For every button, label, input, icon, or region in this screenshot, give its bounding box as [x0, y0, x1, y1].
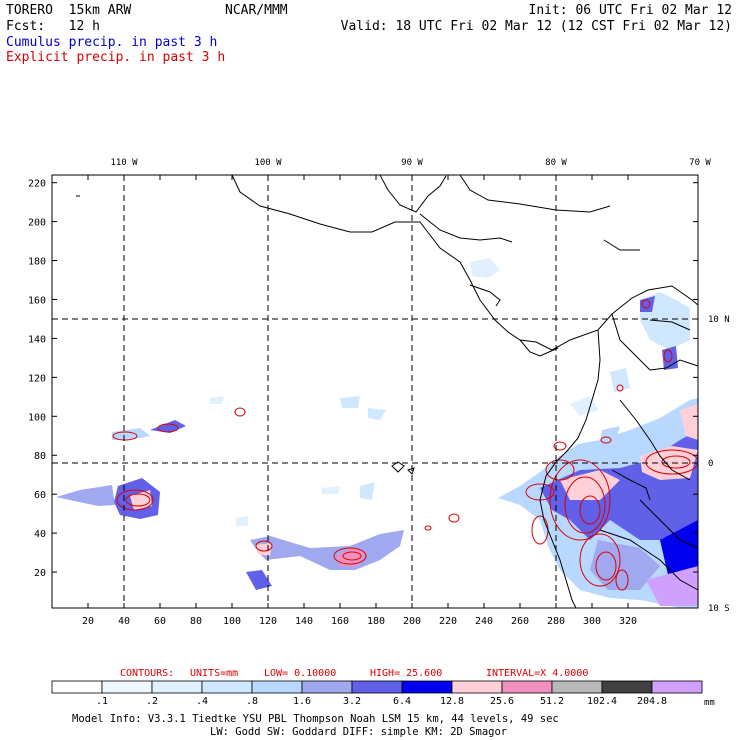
- x-tick-label: 280: [547, 616, 565, 627]
- contours-units: UNITS=mm: [190, 668, 238, 679]
- colorbar-label: 6.4: [393, 696, 411, 707]
- contours-low: LOW= 0.10000: [264, 668, 336, 679]
- colorbar-unit: mm: [704, 698, 715, 708]
- x-tick-label: 40: [118, 616, 130, 627]
- lon-label: 90 W: [401, 158, 423, 168]
- y-tick-label: 220: [28, 179, 46, 190]
- longitude-labels: 110 W 100 W 90 W 80 W 70 W: [110, 158, 711, 168]
- colorbar-swatch: [651, 680, 703, 694]
- valid-time: Valid: 18 UTC Fri 02 Mar 12 (12 CST Fri …: [340, 19, 732, 34]
- coastlines-borders: [76, 174, 699, 609]
- y-tick-label: 180: [28, 257, 46, 268]
- x-tick-label: 20: [82, 616, 94, 627]
- x-tick-label: 180: [367, 616, 385, 627]
- contours-high: HIGH= 25.600: [370, 668, 442, 679]
- x-tick-label: 240: [475, 616, 493, 627]
- y-tick-label: 80: [34, 451, 46, 462]
- explicit-precip-contours: [112, 299, 699, 591]
- colorbar-label: 102.4: [587, 696, 617, 707]
- colorbar-swatch: [451, 680, 503, 694]
- y-tick-label: 200: [28, 218, 46, 229]
- lon-label: 80 W: [545, 158, 567, 168]
- lon-label: 70 W: [689, 158, 711, 168]
- y-tick-label: 60: [34, 490, 46, 501]
- x-tick-label: 160: [331, 616, 349, 627]
- y-tick-label: 40: [34, 529, 46, 540]
- colorbar-label: 1.6: [293, 696, 311, 707]
- x-tick-label: 220: [439, 616, 457, 627]
- lat-label: 10 S: [708, 604, 730, 614]
- y-tick-label: 100: [28, 412, 46, 423]
- colorbar-label: 51.2: [540, 696, 564, 707]
- y-tick-label: 160: [28, 295, 46, 306]
- footer-model-info: Model Info: V3.3.1 Tiedtke YSU PBL Thomp…: [72, 713, 559, 725]
- lat-label: 0: [708, 459, 713, 469]
- colorbar-label: .4: [196, 696, 208, 707]
- latitude-labels: 10 N 0 10 S: [708, 315, 730, 614]
- x-tick-label: 200: [403, 616, 421, 627]
- organization: NCAR/MMM: [225, 3, 288, 18]
- x-tick-label: 80: [190, 616, 202, 627]
- x-tick-label: 60: [154, 616, 166, 627]
- colorbar: .1 .2 .4 .8 1.6 3.2 6.4 12.8 25.6 51.2 102.4 204.8: [51, 680, 703, 707]
- map-axes: 20 40 60 80 100 120 140 160 180 200 220 240 260 280 30…: [28, 174, 699, 627]
- colorbar-swatch: [601, 680, 653, 694]
- field-explicit-label: Explicit precip. in past 3 h: [6, 50, 226, 65]
- x-tick-label: 140: [295, 616, 313, 627]
- lon-label: 110 W: [110, 158, 138, 168]
- colorbar-label: .8: [246, 696, 258, 707]
- cumulus-precip-areas: [56, 258, 698, 608]
- contours-interval: INTERVAL=X 4.0000: [486, 668, 588, 679]
- colorbar-swatch: [101, 680, 153, 694]
- map-frame: [51, 174, 699, 609]
- x-tick-label: 260: [511, 616, 529, 627]
- contours-label: CONTOURS:: [120, 668, 174, 679]
- x-tick-label: 320: [619, 616, 637, 627]
- contours-info: CONTOURS: UNITS=mm LOW= 0.10000 HIGH= 25…: [120, 668, 588, 679]
- y-tick-label: 20: [34, 568, 46, 579]
- colorbar-label: .2: [146, 696, 158, 707]
- colorbar-swatch: [551, 680, 603, 694]
- x-tick-label: 300: [583, 616, 601, 627]
- footer-physics: LW: Godd SW: Goddard DIFF: simple KM: 2D…: [210, 726, 507, 738]
- y-tick-label: 140: [28, 334, 46, 345]
- colorbar-swatch: [51, 680, 103, 694]
- colorbar-swatch: [501, 680, 553, 694]
- lat-label: 10 N: [708, 315, 730, 325]
- colorbar-label: 3.2: [343, 696, 361, 707]
- colorbar-swatch: [151, 680, 203, 694]
- forecast-hour: Fcst: 12 h: [6, 19, 100, 34]
- colorbar-swatch: [251, 680, 303, 694]
- colorbar-label: .1: [96, 696, 108, 707]
- y-tick-label: 120: [28, 373, 46, 384]
- colorbar-swatch: [301, 680, 353, 694]
- lat-lon-grid: [52, 175, 698, 608]
- field-cumulus-label: Cumulus precip. in past 3 h: [6, 35, 218, 50]
- lon-label: 100 W: [254, 158, 282, 168]
- init-time: Init: 06 UTC Fri 02 Mar 12: [528, 3, 733, 18]
- model-name: TORERO 15km ARW: [6, 3, 132, 18]
- colorbar-swatch: [351, 680, 403, 694]
- x-tick-label: 100: [223, 616, 241, 627]
- colorbar-swatch: [401, 680, 453, 694]
- colorbar-label: 204.8: [637, 696, 667, 707]
- x-tick-label: 120: [259, 616, 277, 627]
- colorbar-label: 25.6: [490, 696, 514, 707]
- colorbar-swatch: [201, 680, 253, 694]
- colorbar-label: 12.8: [440, 696, 464, 707]
